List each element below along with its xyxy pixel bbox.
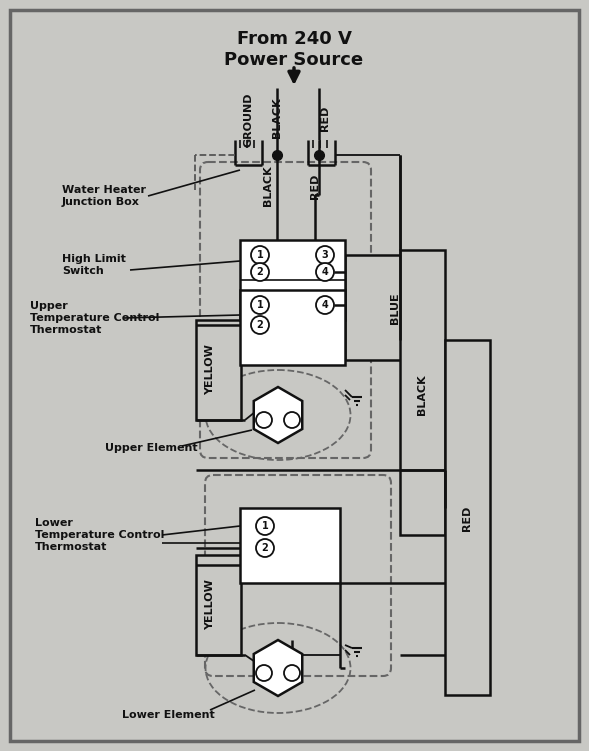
- Text: Lower
Temperature Control
Thermostat: Lower Temperature Control Thermostat: [35, 518, 164, 551]
- Circle shape: [251, 296, 269, 314]
- Circle shape: [251, 263, 269, 281]
- Text: 4: 4: [322, 300, 329, 310]
- Text: RED: RED: [462, 505, 472, 531]
- Text: Water Heater
Junction Box: Water Heater Junction Box: [62, 185, 146, 207]
- Text: YELLOW: YELLOW: [205, 580, 215, 630]
- Text: 2: 2: [262, 543, 269, 553]
- Circle shape: [256, 412, 272, 428]
- Circle shape: [251, 246, 269, 264]
- Circle shape: [316, 263, 334, 281]
- Text: Lower Element: Lower Element: [121, 710, 214, 720]
- Bar: [240, 290, 345, 365]
- Bar: [345, 255, 440, 360]
- Text: 4: 4: [322, 267, 329, 277]
- Bar: [400, 250, 445, 535]
- Text: 2: 2: [257, 320, 263, 330]
- Bar: [240, 240, 345, 320]
- Text: BLUE: BLUE: [390, 292, 400, 324]
- Text: RED: RED: [320, 105, 330, 131]
- Text: From 240 V
Power Source: From 240 V Power Source: [224, 30, 363, 69]
- Circle shape: [284, 412, 300, 428]
- Text: 1: 1: [262, 521, 269, 531]
- Text: 1: 1: [257, 250, 263, 260]
- Circle shape: [256, 517, 274, 535]
- Text: High Limit
Switch: High Limit Switch: [62, 254, 126, 276]
- Text: Upper
Temperature Control
Thermostat: Upper Temperature Control Thermostat: [30, 301, 160, 335]
- Text: 2: 2: [257, 267, 263, 277]
- Text: BLACK: BLACK: [263, 166, 273, 207]
- Polygon shape: [254, 640, 302, 696]
- Circle shape: [284, 665, 300, 681]
- Bar: [240, 508, 340, 583]
- Text: GROUND: GROUND: [243, 93, 253, 147]
- Text: 3: 3: [322, 250, 329, 260]
- Polygon shape: [254, 387, 302, 443]
- Text: 1: 1: [257, 300, 263, 310]
- Text: YELLOW: YELLOW: [205, 345, 215, 396]
- Circle shape: [256, 665, 272, 681]
- Circle shape: [251, 316, 269, 334]
- Bar: [445, 340, 490, 695]
- Text: Upper Element: Upper Element: [105, 443, 198, 453]
- Circle shape: [316, 246, 334, 264]
- Bar: [196, 320, 241, 420]
- Text: BLACK: BLACK: [417, 375, 427, 415]
- Text: BLACK: BLACK: [272, 98, 282, 138]
- Circle shape: [316, 296, 334, 314]
- Circle shape: [256, 539, 274, 557]
- Bar: [196, 555, 241, 655]
- Text: RED: RED: [310, 173, 320, 199]
